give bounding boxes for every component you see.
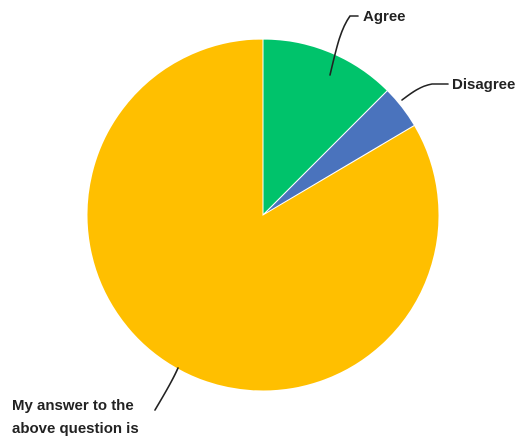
pie-slice-agree: [262, 38, 389, 217]
slice-label-line: Agree: [363, 8, 406, 25]
slice-label-line: Disagree: [452, 76, 515, 93]
pie-slice-my-answer-to-the-above-question-is: [86, 38, 440, 392]
pie-slices: [86, 38, 440, 392]
slice-label-my-answer-to-the-above-question-is: My answer to the above question is: [12, 397, 139, 437]
slice-labels: Agree Disagree My answer to the above quest…: [12, 8, 515, 437]
slice-label-line: My answer to the: [12, 397, 134, 414]
slice-label-disagree: Disagree: [452, 76, 515, 93]
leader-line-agree: [329, 15, 359, 76]
leader-lines: [154, 15, 449, 411]
slice-label-agree: Agree: [363, 8, 406, 25]
leader-line-my-answer-to-the-above-question-is: [154, 367, 179, 411]
leader-line-disagree: [401, 83, 449, 101]
slice-label-line: above question is: [12, 420, 139, 437]
